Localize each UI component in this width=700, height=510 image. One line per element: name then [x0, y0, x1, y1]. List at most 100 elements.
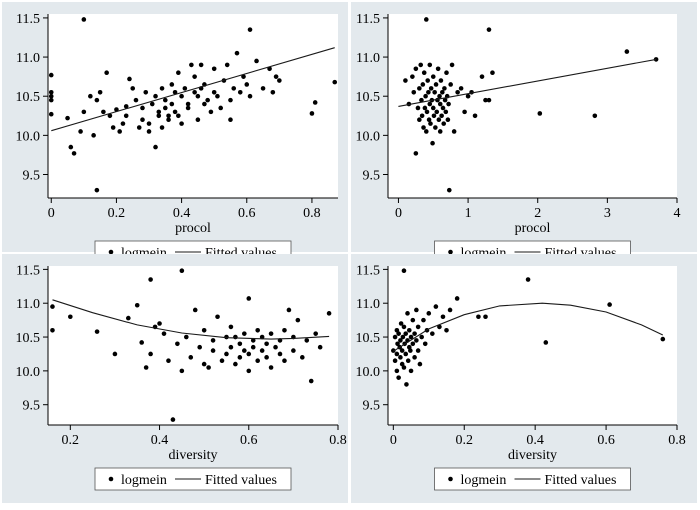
- data-point: [449, 62, 455, 68]
- data-point: [420, 82, 426, 87]
- data-point: [435, 66, 441, 72]
- scatter-series: [48, 17, 338, 193]
- data-point: [139, 340, 144, 345]
- data-point: [233, 334, 238, 340]
- data-point: [81, 17, 87, 22]
- data-point: [48, 72, 54, 78]
- fitted-line: [51, 47, 335, 132]
- data-point: [140, 105, 145, 111]
- data-point: [404, 382, 409, 387]
- data-point: [653, 57, 659, 62]
- data-point: [237, 355, 243, 360]
- data-point: [218, 105, 223, 111]
- data-point: [268, 365, 274, 370]
- data-point: [444, 70, 449, 76]
- data-point: [157, 321, 162, 326]
- data-point: [537, 111, 543, 116]
- plot-area: [388, 14, 677, 198]
- data-point: [309, 111, 315, 116]
- data-point: [101, 109, 106, 115]
- data-point: [425, 78, 430, 83]
- data-point: [156, 109, 162, 115]
- y-tick-label: 10.0: [356, 365, 381, 380]
- data-point: [317, 344, 323, 350]
- y-tick-label: 11.5: [356, 263, 380, 278]
- data-point: [201, 361, 207, 367]
- data-point: [264, 341, 269, 347]
- x-axis-title: diversity: [169, 448, 218, 463]
- data-point: [332, 79, 338, 85]
- data-point: [458, 86, 464, 91]
- scatter-series: [50, 268, 332, 422]
- data-point: [176, 113, 181, 119]
- data-point: [410, 317, 416, 323]
- data-point: [268, 331, 274, 336]
- x-tick-label: 0: [390, 433, 397, 448]
- y-tick-label: 10.0: [356, 129, 381, 144]
- data-point: [104, 70, 109, 76]
- data-point: [184, 334, 189, 340]
- data-point: [431, 113, 437, 119]
- data-point: [434, 109, 440, 115]
- data-point: [417, 361, 423, 367]
- data-point: [277, 351, 283, 357]
- data-point: [419, 334, 424, 340]
- data-point: [48, 111, 54, 117]
- data-point: [255, 358, 260, 364]
- y-tick-label: 10.5: [16, 90, 41, 105]
- data-point: [446, 187, 452, 193]
- data-point: [444, 327, 449, 333]
- data-point: [205, 97, 210, 103]
- data-point: [394, 351, 400, 357]
- data-point: [395, 341, 400, 347]
- data-point: [417, 117, 422, 123]
- data-point: [403, 78, 408, 83]
- data-point: [440, 105, 446, 111]
- x-tick-label: 2: [534, 206, 541, 221]
- x-tick-label: 0: [48, 206, 55, 221]
- data-point: [430, 331, 435, 336]
- data-point: [149, 101, 155, 107]
- data-point: [172, 109, 178, 115]
- data-point: [206, 365, 211, 370]
- data-point: [417, 86, 422, 91]
- data-point: [134, 302, 140, 308]
- y-tick-label: 10.5: [16, 331, 41, 346]
- data-point: [88, 93, 93, 99]
- data-point: [146, 121, 152, 126]
- data-point: [660, 336, 666, 342]
- data-point: [433, 125, 438, 130]
- data-point: [392, 334, 398, 340]
- data-point: [408, 368, 414, 374]
- data-point: [176, 70, 181, 76]
- data-point: [211, 66, 217, 72]
- data-point: [120, 121, 126, 126]
- data-point: [211, 89, 217, 95]
- data-point: [140, 117, 145, 123]
- data-point: [421, 70, 427, 76]
- data-point: [451, 129, 457, 134]
- x-tick-label: 0.8: [303, 206, 321, 221]
- data-point: [172, 89, 178, 95]
- data-point: [433, 304, 439, 309]
- data-point: [247, 93, 253, 99]
- x-tick-label: 0.2: [108, 206, 126, 221]
- data-point: [166, 358, 171, 364]
- data-point: [112, 351, 118, 357]
- data-point: [398, 321, 404, 326]
- data-point: [169, 82, 175, 87]
- data-point: [412, 355, 417, 360]
- data-point: [123, 104, 129, 109]
- data-point: [304, 338, 310, 343]
- data-point: [437, 324, 442, 330]
- data-point: [476, 314, 481, 320]
- data-point: [246, 368, 252, 374]
- data-point: [228, 344, 234, 350]
- data-point: [163, 105, 168, 111]
- data-point: [192, 74, 197, 79]
- data-point: [166, 117, 171, 123]
- data-point: [448, 82, 453, 87]
- x-tick-label: 0.6: [240, 433, 258, 448]
- data-point: [394, 368, 400, 374]
- data-point: [136, 125, 142, 130]
